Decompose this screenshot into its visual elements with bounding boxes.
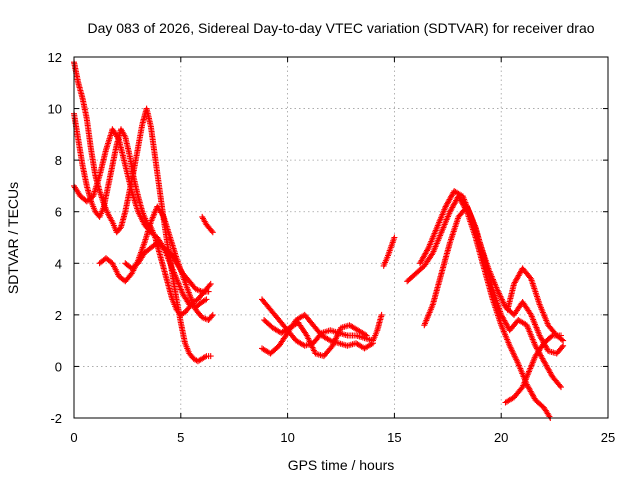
data-point [205, 288, 212, 295]
series-s15 [502, 332, 564, 406]
series-s6 [199, 213, 216, 236]
series-s10 [380, 234, 398, 269]
x-tick-label: 5 [177, 430, 184, 445]
x-tick-label: 10 [280, 430, 294, 445]
y-tick-label: 8 [55, 153, 62, 168]
data-point [378, 311, 385, 318]
data-point [208, 313, 215, 320]
data-point [368, 341, 375, 348]
data-point [558, 332, 564, 339]
series-s13 [421, 203, 564, 391]
data-point [209, 311, 216, 318]
series-s3 [71, 126, 210, 311]
data-point [363, 332, 370, 339]
data-point [558, 336, 565, 343]
series-s9 [261, 317, 370, 360]
chart-title: Day 083 of 2026, Sidereal Day-to-day VTE… [87, 20, 594, 36]
series-s7 [259, 296, 385, 349]
data-point [209, 229, 216, 236]
data-point [391, 234, 398, 241]
y-tick-label: 4 [55, 256, 62, 271]
plot-frame [73, 56, 609, 419]
data-markers [71, 59, 567, 421]
data-point [560, 342, 567, 349]
data-point [424, 246, 431, 253]
y-axis-label: SDTVAR / TECUs [5, 182, 21, 294]
x-tick-label: 0 [70, 430, 77, 445]
y-axis-ticks: -2 0 2 4 6 8 10 12 [48, 50, 608, 426]
data-point [362, 331, 369, 338]
y-tick-label: 12 [48, 50, 62, 65]
data-point [207, 353, 214, 360]
x-axis-ticks: 0 5 10 15 20 25 [70, 57, 615, 445]
y-tick-label: 10 [48, 102, 62, 117]
data-point [208, 228, 215, 235]
y-tick-label: 2 [55, 308, 62, 323]
x-axis-label: GPS time / hours [288, 457, 395, 473]
series-s8 [259, 311, 376, 357]
x-tick-label: 20 [494, 430, 508, 445]
y-tick-label: 6 [55, 205, 62, 220]
data-point [207, 280, 214, 287]
series-s5 [122, 239, 212, 295]
data-point [548, 333, 555, 340]
data-point [556, 382, 563, 389]
data-point [202, 297, 208, 304]
series-s11 [404, 193, 554, 421]
data-point [206, 282, 213, 289]
data-point [560, 337, 567, 344]
series-s14 [504, 265, 567, 344]
data-point [370, 340, 376, 347]
data-point [203, 296, 210, 303]
data-point [325, 336, 332, 343]
x-tick-label: 15 [387, 430, 401, 445]
data-point [559, 344, 566, 351]
data-point [558, 384, 564, 391]
y-tick-label: 0 [55, 359, 62, 374]
x-tick-label: 25 [601, 430, 615, 445]
y-tick-label: -2 [50, 411, 62, 426]
data-point [202, 354, 208, 360]
